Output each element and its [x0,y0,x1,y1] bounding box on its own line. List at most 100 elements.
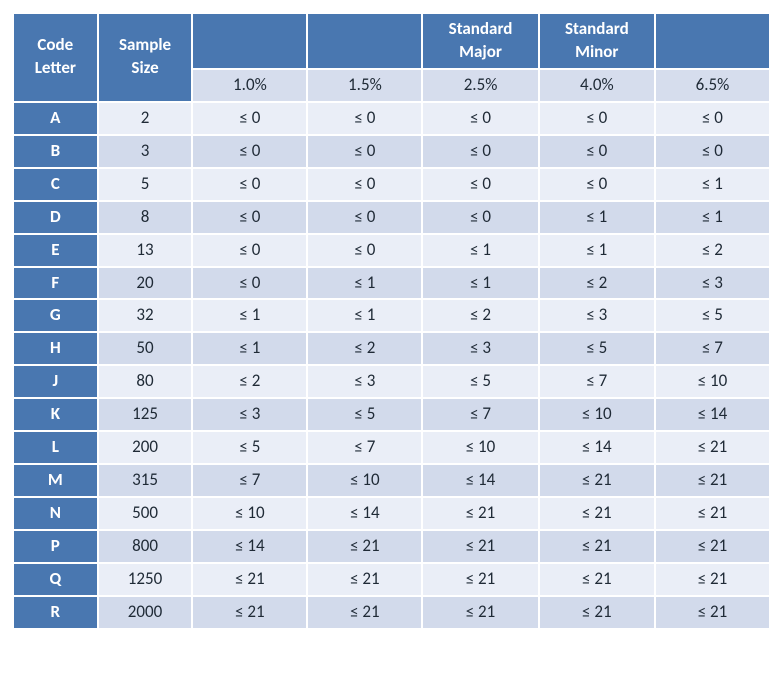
cell-value: ≤ 21 [656,465,769,496]
cell-value: ≤ 2 [423,300,537,331]
cell-value: ≤ 0 [308,103,421,134]
cell-value: ≤ 21 [656,564,769,595]
cell-value: ≤ 10 [540,399,654,430]
cell-value: ≤ 21 [656,432,769,463]
cell-value: ≤ 1 [540,202,654,233]
header-group-3: Standard Minor [540,14,654,68]
cell-value: ≤ 2 [193,366,306,397]
row-letter: M [14,465,97,496]
cell-value: ≤ 7 [308,432,421,463]
cell-sample-size: 2 [99,103,192,134]
cell-sample-size: 32 [99,300,192,331]
cell-value: ≤ 0 [193,202,306,233]
cell-value: ≤ 0 [308,136,421,167]
table-row: H50≤ 1≤ 2≤ 3≤ 5≤ 7 [14,333,769,364]
cell-value: ≤ 5 [193,432,306,463]
row-letter: A [14,103,97,134]
row-letter: C [14,169,97,200]
cell-value: ≤ 21 [193,564,306,595]
cell-value: ≤ 3 [193,399,306,430]
cell-value: ≤ 21 [656,531,769,562]
header-group-4 [656,14,769,68]
cell-value: ≤ 10 [656,366,769,397]
cell-value: ≤ 5 [308,399,421,430]
cell-value: ≤ 0 [193,103,306,134]
cell-value: ≤ 21 [423,564,537,595]
cell-value: ≤ 7 [193,465,306,496]
cell-value: ≤ 0 [193,235,306,266]
cell-value: ≤ 21 [308,531,421,562]
cell-sample-size: 1250 [99,564,192,595]
cell-value: ≤ 0 [308,169,421,200]
row-letter: J [14,366,97,397]
cell-value: ≤ 0 [308,235,421,266]
table-row: L200≤ 5≤ 7≤ 10≤ 14≤ 21 [14,432,769,463]
cell-value: ≤ 7 [656,333,769,364]
header-group-1 [308,14,421,68]
cell-sample-size: 80 [99,366,192,397]
table-row: P800≤ 14≤ 21≤ 21≤ 21≤ 21 [14,531,769,562]
cell-value: ≤ 21 [540,465,654,496]
cell-value: ≤ 1 [193,333,306,364]
cell-value: ≤ 1 [423,235,537,266]
cell-value: ≤ 21 [540,597,654,628]
cell-sample-size: 500 [99,498,192,529]
cell-value: ≤ 10 [193,498,306,529]
cell-value: ≤ 0 [423,103,537,134]
header-aql-1: 1.5% [308,70,421,101]
row-letter: N [14,498,97,529]
cell-sample-size: 50 [99,333,192,364]
cell-value: ≤ 5 [540,333,654,364]
table-row: J80≤ 2≤ 3≤ 5≤ 7≤ 10 [14,366,769,397]
table-row: Q1250≤ 21≤ 21≤ 21≤ 21≤ 21 [14,564,769,595]
table-header: Code Letter Sample Size Standard Major S… [14,14,769,101]
header-aql-3: 4.0% [540,70,654,101]
sampling-table: Code Letter Sample Size Standard Major S… [12,12,771,630]
cell-value: ≤ 1 [656,202,769,233]
cell-sample-size: 3 [99,136,192,167]
cell-sample-size: 8 [99,202,192,233]
cell-value: ≤ 14 [308,498,421,529]
header-group-0 [193,14,306,68]
cell-value: ≤ 3 [308,366,421,397]
cell-value: ≤ 14 [193,531,306,562]
cell-value: ≤ 5 [656,300,769,331]
row-letter: R [14,597,97,628]
cell-value: ≤ 21 [540,531,654,562]
cell-value: ≤ 21 [656,597,769,628]
cell-value: ≤ 2 [540,268,654,299]
cell-sample-size: 20 [99,268,192,299]
header-group-2: Standard Major [423,14,537,68]
cell-value: ≤ 0 [193,136,306,167]
cell-value: ≤ 21 [540,564,654,595]
table-row: B3≤ 0≤ 0≤ 0≤ 0≤ 0 [14,136,769,167]
cell-value: ≤ 1 [193,300,306,331]
cell-value: ≤ 14 [540,432,654,463]
header-aql-2: 2.5% [423,70,537,101]
row-letter: H [14,333,97,364]
table-row: E13≤ 0≤ 0≤ 1≤ 1≤ 2 [14,235,769,266]
table-row: M315≤ 7≤ 10≤ 14≤ 21≤ 21 [14,465,769,496]
table-row: K125≤ 3≤ 5≤ 7≤ 10≤ 14 [14,399,769,430]
cell-value: ≤ 1 [423,268,537,299]
header-sample-size: Sample Size [99,14,192,101]
row-letter: Q [14,564,97,595]
row-letter: L [14,432,97,463]
cell-value: ≤ 2 [308,333,421,364]
cell-value: ≤ 21 [423,498,537,529]
cell-value: ≤ 21 [308,597,421,628]
cell-value: ≤ 0 [656,136,769,167]
table-row: R2000≤ 21≤ 21≤ 21≤ 21≤ 21 [14,597,769,628]
cell-value: ≤ 1 [308,300,421,331]
cell-value: ≤ 3 [540,300,654,331]
cell-value: ≤ 10 [423,432,537,463]
header-aql-4: 6.5% [656,70,769,101]
cell-value: ≤ 1 [540,235,654,266]
cell-value: ≤ 0 [540,136,654,167]
cell-value: ≤ 1 [656,169,769,200]
cell-value: ≤ 14 [656,399,769,430]
header-code-letter: Code Letter [14,14,97,101]
cell-sample-size: 2000 [99,597,192,628]
cell-value: ≤ 2 [656,235,769,266]
cell-value: ≤ 10 [308,465,421,496]
